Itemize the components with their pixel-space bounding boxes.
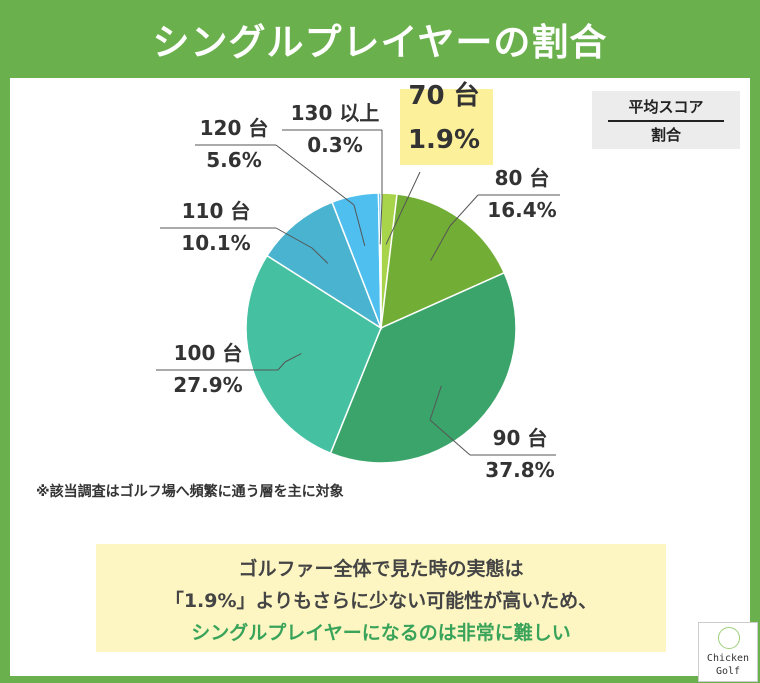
slice-label-3: 100 台 bbox=[174, 341, 243, 365]
slice-label-5: 120 台 bbox=[200, 116, 269, 140]
survey-note: ※該当調査はゴルフ場へ頻繁に通う層を主に対象 bbox=[36, 484, 344, 500]
leader-line-5 bbox=[353, 204, 366, 247]
pie-slice-4 bbox=[265, 201, 383, 330]
slice-label-6: 130 以上 bbox=[291, 101, 380, 125]
slice-value-0: 1.9% bbox=[408, 125, 480, 155]
leader-line-0 bbox=[385, 171, 421, 245]
pie-slice-6 bbox=[377, 192, 382, 329]
slice-label-2: 90 台 bbox=[493, 426, 548, 450]
pie-slice-2 bbox=[329, 271, 517, 464]
message-line-1: ゴルファー全体で見た時の実態は bbox=[238, 558, 524, 580]
leader-line-3 bbox=[284, 353, 302, 363]
leader-connector-5 bbox=[275, 144, 355, 206]
legend-box: 平均スコア 割合 bbox=[592, 91, 740, 149]
leader-connector-2 bbox=[429, 419, 471, 456]
leader-line-6 bbox=[379, 199, 383, 245]
legend-divider bbox=[608, 120, 724, 122]
slice-value-2: 37.8% bbox=[485, 458, 554, 482]
slice-label-1: 80 台 bbox=[495, 166, 550, 190]
legend-line-ratio: 割合 bbox=[650, 126, 681, 144]
pie-slice-3 bbox=[245, 254, 382, 455]
slice-label-0: 70 台 bbox=[408, 80, 479, 111]
legend-line-score: 平均スコア bbox=[628, 98, 704, 116]
leader-line-1 bbox=[430, 225, 451, 261]
pie-slice-1 bbox=[380, 193, 506, 330]
slice-label-4: 110 台 bbox=[182, 199, 251, 223]
logo-text-1: Chicken bbox=[706, 653, 750, 664]
highlight-box bbox=[400, 89, 493, 165]
page-title: シングルプレイヤーの割合 bbox=[152, 21, 608, 64]
slice-value-6: 0.3% bbox=[307, 133, 362, 157]
slice-value-3: 27.9% bbox=[173, 373, 242, 397]
slice-value-5: 5.6% bbox=[206, 148, 261, 172]
leader-line-2 bbox=[429, 385, 442, 421]
chicken-golf-logo: Chicken Golf bbox=[698, 622, 758, 682]
leader-connector-4 bbox=[275, 227, 313, 249]
slice-value-4: 10.1% bbox=[181, 231, 250, 255]
message-line-3: シングルプレイヤーになるのは非常に難しい bbox=[191, 622, 571, 644]
leader-connector-1 bbox=[449, 194, 479, 227]
message-line-2: 「1.9%」よりもさらに少ない可能性が高いため、 bbox=[164, 590, 598, 612]
leader-connector-3 bbox=[277, 361, 286, 371]
message-box: ゴルファー全体で見た時の実態は 「1.9%」よりもさらに少ない可能性が高いため、… bbox=[96, 544, 666, 652]
logo-text-2: Golf bbox=[715, 666, 741, 677]
slice-value-1: 16.4% bbox=[487, 198, 556, 222]
chicken-icon bbox=[718, 627, 740, 649]
leader-line-4 bbox=[311, 247, 329, 264]
